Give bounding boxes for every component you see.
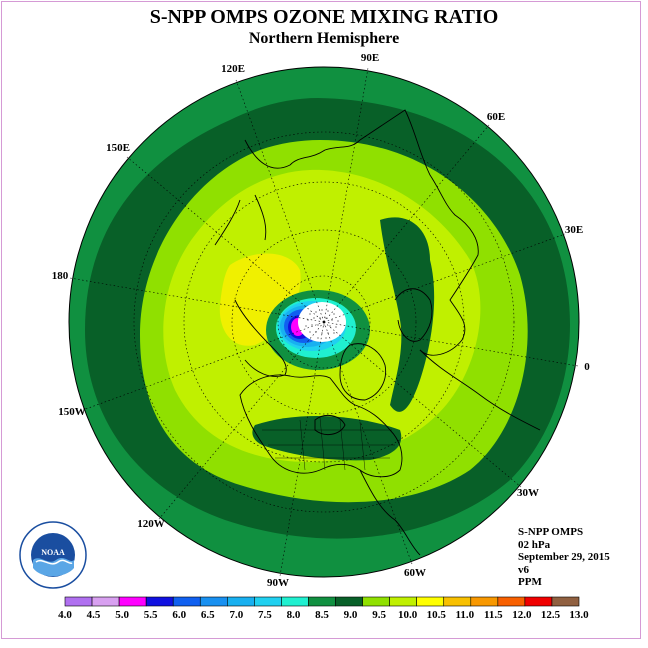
lon-label-90e: 90E (361, 52, 379, 64)
colorbar-tick-label: 5.5 (144, 609, 158, 621)
colorbar-swatch (254, 596, 282, 607)
ozone-contour-na (252, 415, 402, 461)
colorbar-swatch (118, 596, 147, 607)
lon-label-150w: 150W (58, 406, 86, 418)
lon-label-60e: 60E (487, 111, 505, 123)
coastlines (214, 109, 541, 556)
colorbar-swatch (416, 596, 445, 607)
figure-frame (1, 1, 641, 639)
info-date: September 29, 2015 (518, 551, 610, 563)
colorbar-tick-label: 12.0 (512, 609, 532, 621)
lon-label-30w: 30W (517, 487, 539, 499)
map-title: S-NPP OMPS OZONE MIXING RATIO (149, 6, 499, 28)
colorbar-tick-label: 7.0 (229, 609, 243, 621)
colorbar-tick-label: 9.0 (344, 609, 358, 621)
colorbar-swatch (227, 596, 255, 607)
lon-label-120e: 120E (221, 63, 245, 75)
colorbar: 4.0 4.5 5.0 5.5 6.0 6.5 7.0 7.5 8.0 8.5 9.0 9.5 10.0… (58, 596, 589, 621)
colorbar-swatch (199, 596, 228, 607)
ozone-field (69, 67, 579, 577)
colorbar-swatch (497, 596, 526, 607)
latitude-circles (133, 131, 515, 513)
colorbar-swatch (64, 596, 93, 607)
no-data-region (298, 302, 346, 342)
no-data-stipple (305, 309, 339, 339)
colorbar-swatch (524, 596, 553, 607)
colorbar-swatch (389, 596, 417, 607)
colorbar-tick-label: 9.5 (372, 609, 386, 621)
map-subtitle: Northern Hemisphere (248, 30, 400, 47)
colorbar-swatch (470, 596, 499, 607)
colorbar-swatch (551, 596, 580, 607)
colorbar-tick-label: 7.5 (258, 609, 272, 621)
lon-label-120w: 120W (137, 518, 165, 530)
colorbar-tick-label: 11.5 (484, 609, 503, 621)
colorbar-tick-label: 10.0 (398, 609, 418, 621)
colorbar-tick-label: 6.5 (201, 609, 215, 621)
colorbar-swatch (443, 596, 472, 607)
lon-label-150e: 150E (106, 142, 130, 154)
colorbar-swatch (281, 596, 309, 607)
colorbar-tick-label: 8.0 (287, 609, 301, 621)
colorbar-swatch (145, 596, 174, 607)
colorbar-tick-label: 13.0 (569, 609, 589, 621)
info-units: PPM (518, 576, 542, 588)
colorbar-tick-label: 6.0 (172, 609, 186, 621)
info-instrument: S-NPP OMPS (518, 526, 584, 538)
colorbar-tick-label: 4.0 (58, 609, 72, 621)
lon-label-180: 180 (52, 270, 69, 282)
colorbar-swatch (308, 596, 336, 607)
map-boundary (68, 66, 580, 578)
info-level: 02 hPa (518, 538, 551, 551)
lon-label-60w: 60W (404, 567, 426, 579)
longitude-labels: 90E 60E 30E 0 30W 60W 90W 120W 150W 180 … (52, 52, 591, 589)
product-info: S-NPP OMPS 02 hPa September 29, 2015 v6 … (518, 526, 610, 589)
colorbar-tick-label: 8.5 (315, 609, 329, 621)
lon-label-90w: 90W (267, 577, 289, 589)
noaa-logo: NOAA (19, 521, 87, 589)
meridians (69, 67, 579, 577)
colorbar-tick-label: 5.0 (115, 609, 129, 621)
colorbar-tick-label: 11.0 (455, 609, 474, 621)
colorbar-tick-label: 10.5 (427, 609, 447, 621)
colorbar-tick-label: 12.5 (541, 609, 561, 621)
noaa-logo-text: NOAA (41, 548, 65, 557)
lon-label-0: 0 (584, 361, 590, 373)
info-version: v6 (518, 563, 529, 576)
colorbar-tick-label: 4.5 (87, 609, 101, 621)
ozone-contour-spur (380, 217, 435, 412)
colorbar-swatch (362, 596, 390, 607)
lon-label-30e: 30E (565, 224, 583, 236)
colorbar-swatch (335, 596, 363, 607)
colorbar-swatch (91, 596, 120, 607)
colorbar-swatch (172, 596, 201, 607)
